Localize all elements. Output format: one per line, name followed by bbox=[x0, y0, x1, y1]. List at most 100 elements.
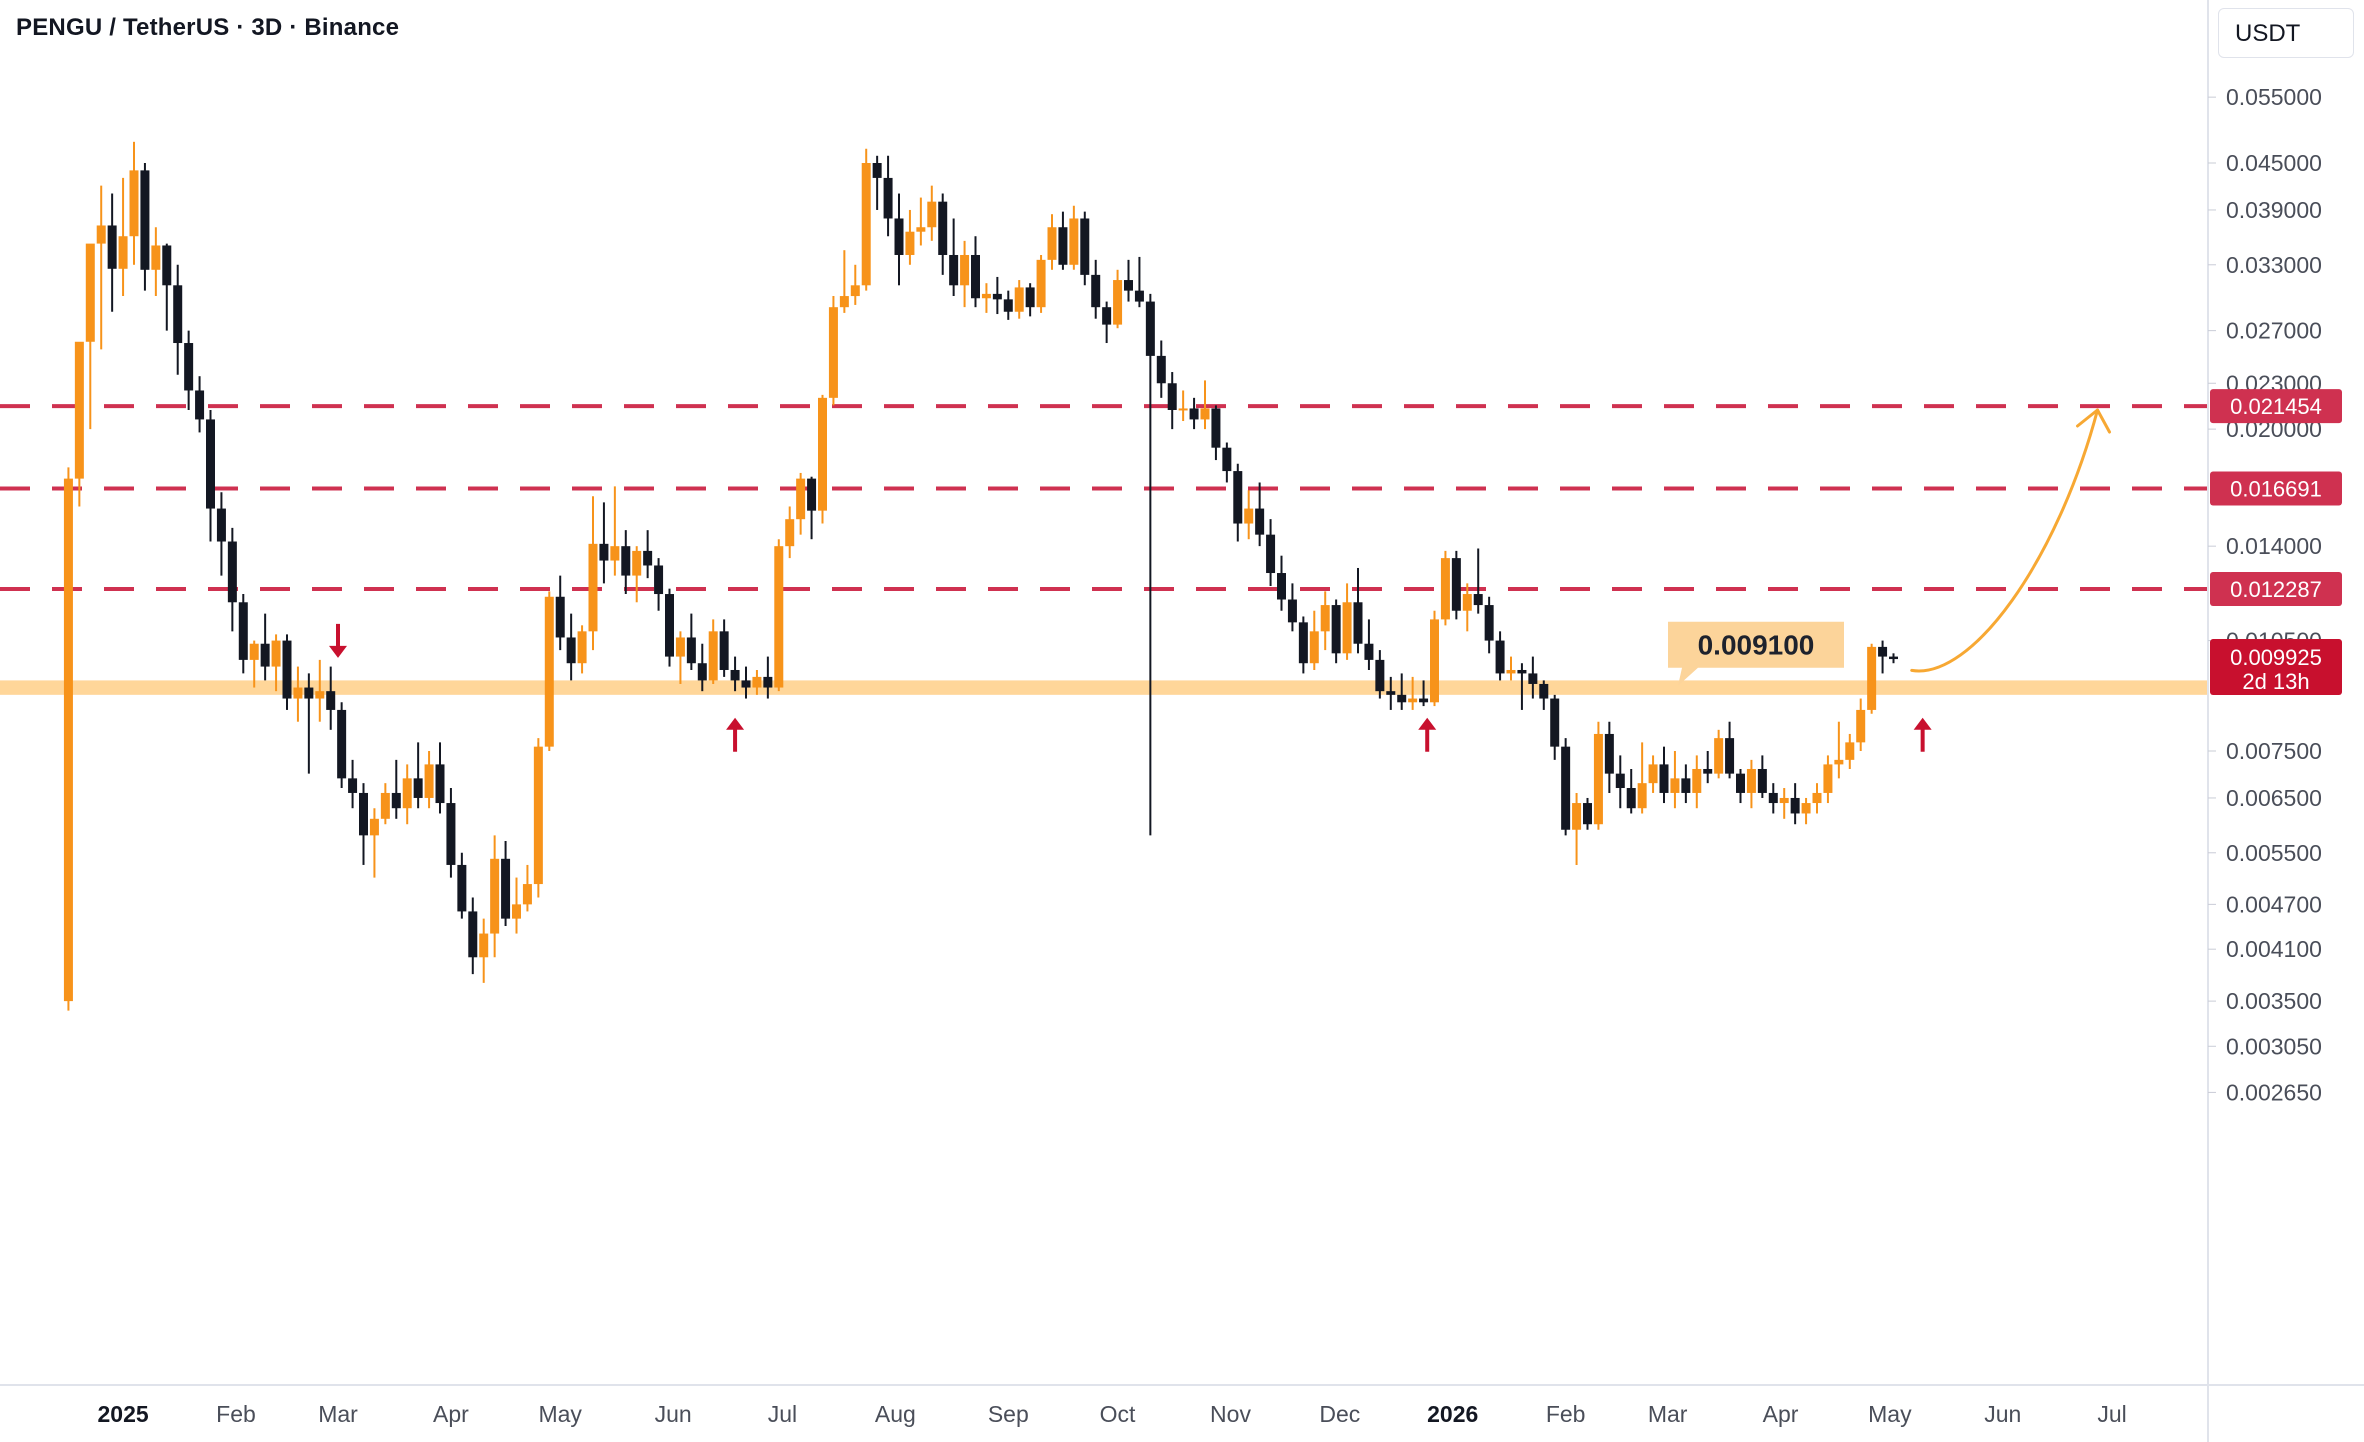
candle bbox=[1266, 519, 1276, 586]
x-tick-label: Jun bbox=[1984, 1401, 2021, 1427]
candle-body bbox=[1113, 280, 1123, 325]
candle bbox=[1309, 610, 1319, 670]
candle bbox=[479, 918, 489, 983]
candle-body bbox=[96, 225, 106, 244]
candle bbox=[282, 634, 292, 710]
candle bbox=[1506, 656, 1516, 681]
candle bbox=[1058, 211, 1068, 270]
candle-body bbox=[1462, 594, 1472, 611]
candle-body bbox=[1091, 274, 1101, 308]
candle-body bbox=[490, 858, 500, 934]
candle bbox=[643, 530, 653, 579]
candle-body bbox=[719, 631, 729, 670]
candle-body bbox=[1572, 803, 1582, 830]
candle bbox=[599, 502, 609, 584]
candle bbox=[752, 669, 762, 695]
candle-body bbox=[1768, 792, 1778, 804]
candle bbox=[468, 897, 478, 975]
currency-selector[interactable]: USDT bbox=[2218, 8, 2354, 58]
x-tick-label: Feb bbox=[216, 1401, 256, 1427]
candle bbox=[260, 613, 270, 681]
candle bbox=[566, 613, 576, 681]
candle-body bbox=[610, 546, 620, 561]
candle-body bbox=[1014, 287, 1024, 312]
candle-body bbox=[413, 778, 423, 798]
candle bbox=[1255, 482, 1265, 547]
candle-body bbox=[588, 543, 598, 632]
candle-body bbox=[1583, 803, 1592, 825]
candle bbox=[960, 240, 970, 308]
candle-body bbox=[457, 864, 467, 912]
candle bbox=[348, 759, 358, 809]
candle bbox=[544, 591, 554, 751]
candle-body bbox=[872, 163, 882, 178]
candle bbox=[140, 163, 150, 291]
candle bbox=[1812, 783, 1822, 814]
candle-body bbox=[796, 478, 806, 520]
candle bbox=[610, 486, 620, 576]
candle-body bbox=[1867, 646, 1877, 710]
candle bbox=[522, 864, 532, 912]
candle bbox=[1572, 792, 1582, 865]
candle bbox=[1353, 567, 1363, 654]
candle-body bbox=[566, 637, 576, 664]
candle bbox=[807, 476, 817, 540]
candle bbox=[1124, 259, 1133, 302]
candle bbox=[1725, 721, 1735, 779]
y-tick-label: 0.033000 bbox=[2226, 252, 2322, 278]
candle-body bbox=[304, 687, 314, 699]
svg-text:0.021454: 0.021454 bbox=[2230, 394, 2322, 419]
candle bbox=[796, 472, 806, 535]
candle bbox=[1003, 290, 1013, 320]
candle bbox=[1637, 742, 1647, 814]
candle-body bbox=[1495, 640, 1505, 674]
candle bbox=[1233, 463, 1243, 542]
candle-body bbox=[654, 565, 664, 595]
x-tick-label: May bbox=[538, 1401, 582, 1427]
candles-layer bbox=[63, 141, 1898, 1011]
price-callout[interactable]: 0.009100 bbox=[1668, 621, 1844, 686]
candle bbox=[774, 539, 784, 692]
candle bbox=[1495, 631, 1505, 681]
y-tick-label: 0.027000 bbox=[2226, 318, 2322, 344]
candle-body bbox=[1353, 602, 1363, 644]
countdown-label: 2d 13h bbox=[2242, 669, 2309, 694]
candle-body bbox=[1266, 534, 1276, 574]
y-tick-label: 0.003500 bbox=[2226, 988, 2322, 1014]
y-tick-label: 0.004100 bbox=[2226, 936, 2322, 962]
candle bbox=[413, 742, 423, 809]
candle-body bbox=[752, 676, 762, 688]
candle-body bbox=[1200, 408, 1210, 420]
candle bbox=[1462, 583, 1472, 632]
candle bbox=[1583, 797, 1592, 830]
candle-body bbox=[249, 643, 259, 660]
candle bbox=[894, 193, 904, 286]
candle-body bbox=[850, 285, 860, 297]
x-tick-label: Jul bbox=[768, 1401, 797, 1427]
candle-body bbox=[883, 177, 893, 219]
candle-body bbox=[359, 792, 368, 836]
candle bbox=[1834, 721, 1844, 779]
candle bbox=[1615, 755, 1625, 809]
candle-body bbox=[697, 663, 707, 681]
candle bbox=[1211, 405, 1221, 461]
candle-body bbox=[195, 390, 205, 420]
candle bbox=[1790, 783, 1800, 825]
candle bbox=[577, 625, 587, 674]
candle bbox=[719, 619, 729, 677]
candle-body bbox=[1124, 280, 1133, 291]
candle bbox=[971, 236, 980, 308]
annotations-layer: 0.009100 bbox=[329, 408, 2111, 752]
x-tick-label: Nov bbox=[1210, 1401, 1251, 1427]
candle-body bbox=[1167, 383, 1177, 411]
candle-body bbox=[1681, 778, 1691, 793]
candle-body bbox=[1320, 605, 1330, 632]
candle-body bbox=[1397, 694, 1407, 703]
candle-body bbox=[1287, 599, 1297, 623]
candle-body bbox=[140, 170, 150, 270]
y-tick-label: 0.004700 bbox=[2226, 891, 2322, 917]
y-tick-label: 0.003050 bbox=[2226, 1033, 2322, 1059]
candle bbox=[1145, 293, 1155, 836]
